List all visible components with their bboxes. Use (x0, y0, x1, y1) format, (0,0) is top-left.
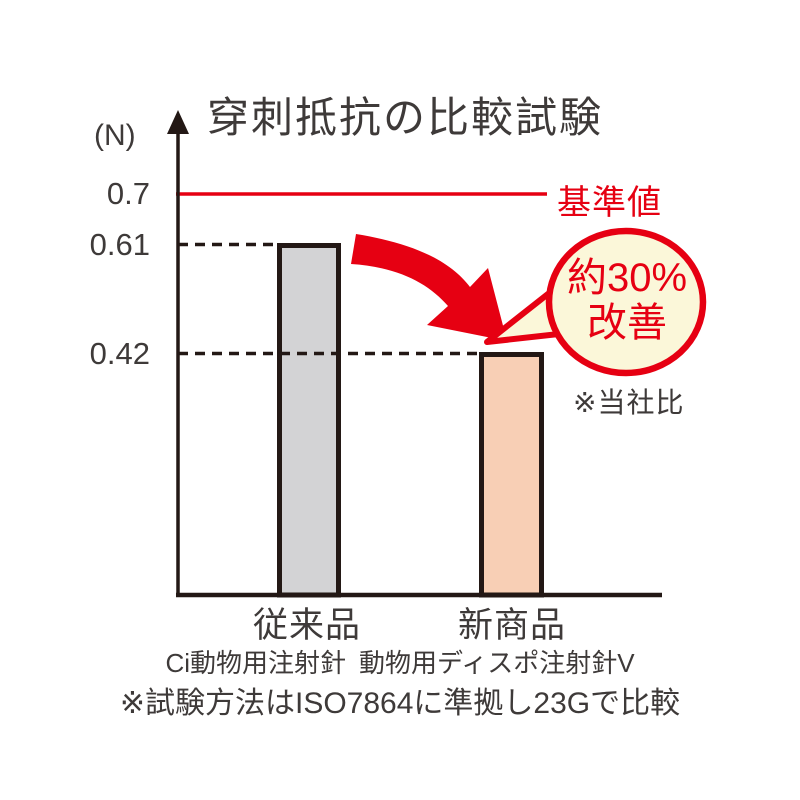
bubble-line1: 約30% (566, 256, 688, 300)
ytick-0-61: 0.61 (89, 227, 150, 262)
company-comparison-note: ※当社比 (573, 387, 685, 418)
speech-bubble-junction-patch (569, 274, 620, 335)
sublabel-conventional-product: Ci動物用注射針 (165, 648, 347, 678)
chart-title: 穿刺抵抗の比較試験 (206, 94, 603, 141)
bar-new (479, 352, 544, 598)
bar-conventional (277, 243, 341, 598)
ytick-0-42: 0.42 (89, 336, 150, 371)
improvement-arrow-icon (351, 234, 507, 341)
improvement-bubble-text: 約30% 改善 (550, 256, 704, 346)
y-axis-arrowhead-icon (167, 110, 189, 134)
reference-line-label: 基準値 (557, 184, 662, 222)
speech-bubble (545, 227, 707, 377)
category-label-new: 新商品 (457, 606, 566, 645)
category-label-conventional: 従来品 (252, 606, 361, 645)
sublabel-new-product: 動物用ディスポ注射針V (359, 648, 635, 678)
test-method-footnote: ※試験方法はISO7864に準拠し23Gで比較 (119, 687, 681, 720)
category-sublabels-row: Ci動物用注射針 動物用ディスポ注射針V (150, 643, 650, 680)
ytick-0-7: 0.7 (106, 176, 150, 211)
bubble-line2: 改善 (587, 300, 667, 345)
y-axis-unit-label: (N) (94, 119, 136, 152)
